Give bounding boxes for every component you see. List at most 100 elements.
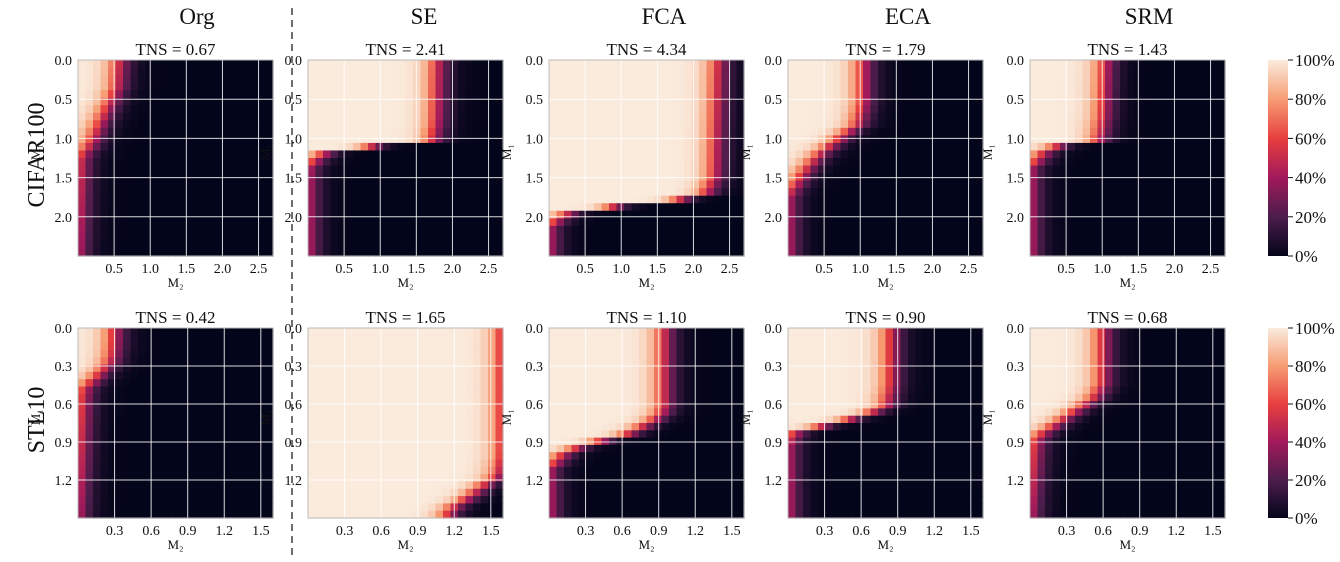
heatmap-cell (908, 180, 917, 189)
x-tick-label: 1.5 (1130, 262, 1148, 277)
heatmap-cell (855, 165, 864, 174)
heatmap-cell (1150, 67, 1159, 76)
heatmap-cell (669, 248, 678, 257)
heatmap-cell (900, 233, 909, 242)
heatmap-cell (1157, 248, 1166, 257)
heatmap-cell (1165, 203, 1174, 212)
heatmap-cell (168, 393, 177, 402)
heatmap-cell (130, 158, 139, 167)
heatmap-cell (315, 233, 324, 242)
heatmap-cell (443, 488, 452, 497)
heatmap-cell (1217, 225, 1226, 234)
heatmap-cell (100, 386, 109, 395)
heatmap-cell (375, 430, 384, 439)
heatmap-cell (684, 60, 693, 69)
heatmap-cell (243, 75, 252, 84)
heatmap-cell (405, 97, 414, 106)
heatmap-cell (413, 364, 422, 373)
heatmap-cell (368, 401, 377, 409)
heatmap-cell (1105, 112, 1114, 121)
heatmap-cell (556, 112, 565, 121)
heatmap-cell (368, 510, 377, 519)
heatmap-cell (428, 60, 437, 69)
heatmap-cell (443, 364, 452, 373)
heatmap-cell (1202, 67, 1211, 76)
heatmap-cell (1030, 150, 1039, 159)
heatmap-cell (1157, 135, 1166, 144)
heatmap-cell (556, 240, 565, 250)
heatmap-cell (398, 75, 407, 84)
heatmap-cell (915, 218, 924, 227)
heatmap-cell (1217, 142, 1226, 152)
heatmap-cell (863, 97, 872, 106)
heatmap-cell (115, 342, 124, 351)
heatmap-cell (198, 188, 207, 197)
heatmap-cell (130, 357, 139, 366)
heatmap-cell (465, 180, 474, 189)
heatmap-cell (564, 75, 573, 84)
heatmap-cell (968, 180, 977, 189)
heatmap-cell (953, 210, 962, 219)
heatmap-cell (975, 210, 984, 219)
heatmap-cell (930, 142, 939, 152)
heatmap-cell (803, 248, 812, 257)
heatmap-cell (968, 105, 977, 114)
heatmap-cell (1060, 203, 1069, 212)
heatmap-cell (383, 97, 392, 106)
heatmap-cell (220, 210, 229, 219)
heatmap-cell (571, 218, 580, 227)
heatmap-cell (443, 474, 452, 483)
heatmap-cell (833, 67, 842, 76)
heatmap-cell (495, 180, 504, 189)
heatmap-cell (213, 203, 222, 212)
heatmap-cell (375, 335, 384, 344)
heatmap-cell (413, 328, 422, 336)
heatmap-cell (549, 481, 558, 490)
heatmap-cell (885, 188, 894, 197)
heatmap-cell (1187, 120, 1196, 129)
heatmap-cell (265, 379, 274, 388)
heatmap-cell (435, 386, 444, 395)
heatmap-cell (338, 75, 347, 84)
heatmap-cell (465, 97, 474, 106)
heatmap-cell (840, 195, 849, 204)
heatmap-cell (315, 415, 324, 424)
heatmap-cell (1045, 203, 1054, 212)
heatmap-cell (601, 97, 610, 106)
heatmap-cell (684, 203, 693, 212)
heatmap-cell (368, 150, 377, 159)
heatmap-cell (123, 364, 132, 373)
heatmap-cell (235, 97, 244, 106)
heatmap-cell (556, 357, 565, 366)
heatmap-cell (138, 210, 147, 219)
heatmap-cell (308, 444, 317, 453)
heatmap-cell (870, 82, 879, 91)
heatmap-cell (250, 496, 259, 504)
heatmap-cell (1150, 180, 1159, 189)
heatmap-cell (480, 510, 489, 519)
heatmap-cell (639, 158, 648, 167)
heatmap-cell (450, 82, 459, 91)
heatmap-cell (549, 474, 558, 483)
heatmap-cell (1217, 82, 1226, 91)
heatmap-cell (228, 510, 237, 519)
heatmap-cell (1060, 165, 1069, 174)
heatmap-cell (795, 158, 804, 167)
heatmap-cell (1210, 248, 1219, 257)
heatmap-cell (825, 82, 834, 91)
heatmap-cell (1067, 240, 1076, 250)
heatmap-cell (250, 203, 259, 212)
heatmap-cell (960, 218, 969, 227)
heatmap-cell (1045, 127, 1054, 136)
heatmap-cell (848, 233, 857, 242)
heatmap-cell (848, 97, 857, 106)
heatmap-cell (123, 335, 132, 344)
heatmap-cell (338, 225, 347, 234)
heatmap-cell (375, 466, 384, 475)
heatmap-cell (265, 510, 274, 519)
heatmap-cell (353, 75, 362, 84)
heatmap-cell (953, 97, 962, 106)
heatmap-cell (368, 195, 377, 204)
heatmap-cell (123, 510, 132, 519)
heatmap-cell (1030, 225, 1039, 234)
